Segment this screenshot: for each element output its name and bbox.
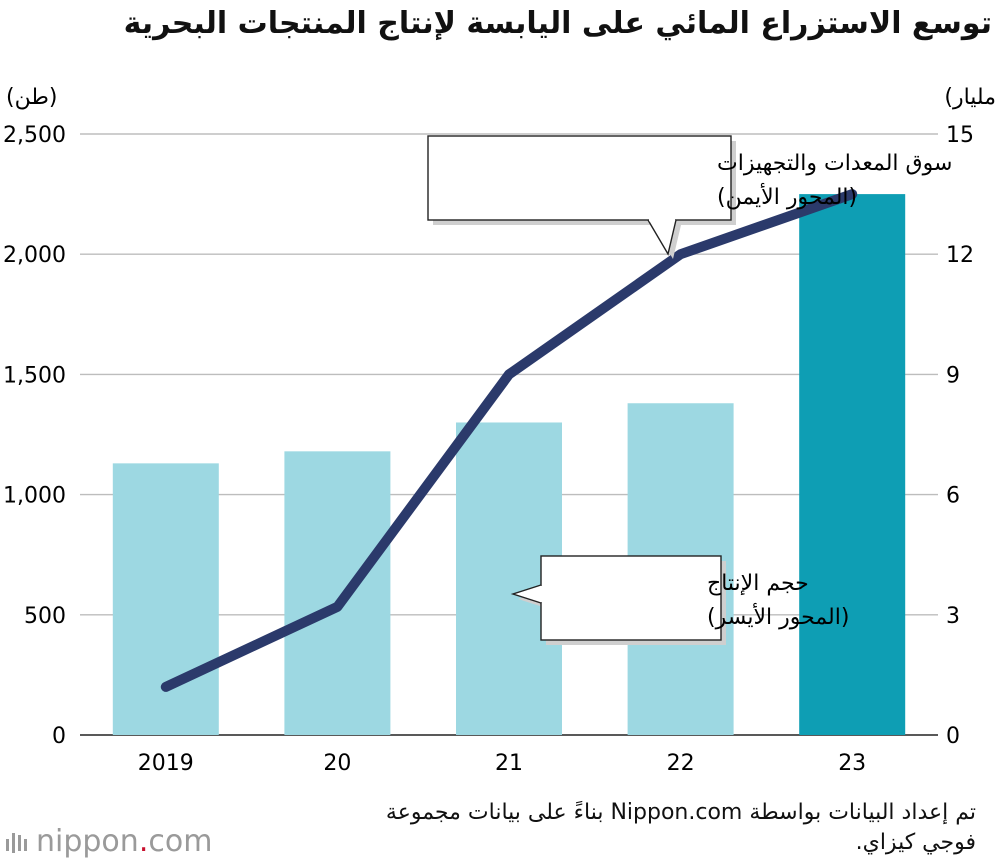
line-series [160,189,858,692]
x-tick-label: 2019 [138,751,194,776]
callout-line-2: (المحور الأيمن) [717,183,857,210]
callout-1: سوق المعدات والتجهيزات (المحور الأيمن) [427,135,952,259]
left-tick-label: 1,000 [3,484,66,509]
right-tick-label: 3 [946,604,960,629]
bar [799,194,906,736]
callouts: سوق المعدات والتجهيزات (المحور الأيمن) حجم… [427,135,952,645]
x-tick-label: 22 [667,751,695,776]
bar [284,451,391,735]
right-tick-label: 9 [946,363,960,388]
callout-2: حجم الإنتاج (المحور الأيسر) [510,555,849,645]
right-tick-label: 6 [946,484,960,509]
logo-name: nippon [36,824,139,859]
callout-box [540,555,722,641]
callout-tail [510,584,542,604]
left-tick-label: 0 [52,724,66,749]
left-axis-unit: (طن) [6,85,57,110]
source-note: تم إعداد البيانات بواسطة Nippon.com بناء… [385,800,976,855]
x-tick-label: 21 [495,751,523,776]
right-tick-label: 15 [946,123,974,148]
right-tick-label: 0 [946,724,960,749]
logo-dot: . [138,824,149,859]
left-tick-label: 2,500 [3,123,66,148]
axes: 0 500 1,000 1,500 2,000 2,500 0 3 6 9 12 15 (طن) (ملي… [3,85,996,776]
callout-box [427,135,732,221]
left-tick-label: 1,500 [3,363,66,388]
callout-tail [647,219,677,256]
left-tick-label: 2,000 [3,243,66,268]
right-axis-unit: (مليار [944,85,996,110]
callout-line-1: حجم الإنتاج [707,571,809,596]
logo-suffix: com [148,824,213,859]
chart-title: توسع الاستزراع المائي على اليابسة لإنتاج… [123,6,992,41]
chart: 0 500 1,000 1,500 2,000 2,500 0 3 6 9 12 15 (طن) (ملي… [3,85,996,776]
left-tick-label: 500 [24,604,66,629]
callout-line-1: سوق المعدات والتجهيزات [717,151,952,176]
right-tick-label: 12 [946,243,974,268]
bar [112,463,219,735]
callout-line-2: (المحور الأيسر) [707,603,849,630]
logo-mark-icon [6,832,27,853]
nippon-logo: nippon.com [6,824,212,859]
x-tick-label: 23 [838,751,866,776]
x-tick-label: 20 [323,751,351,776]
